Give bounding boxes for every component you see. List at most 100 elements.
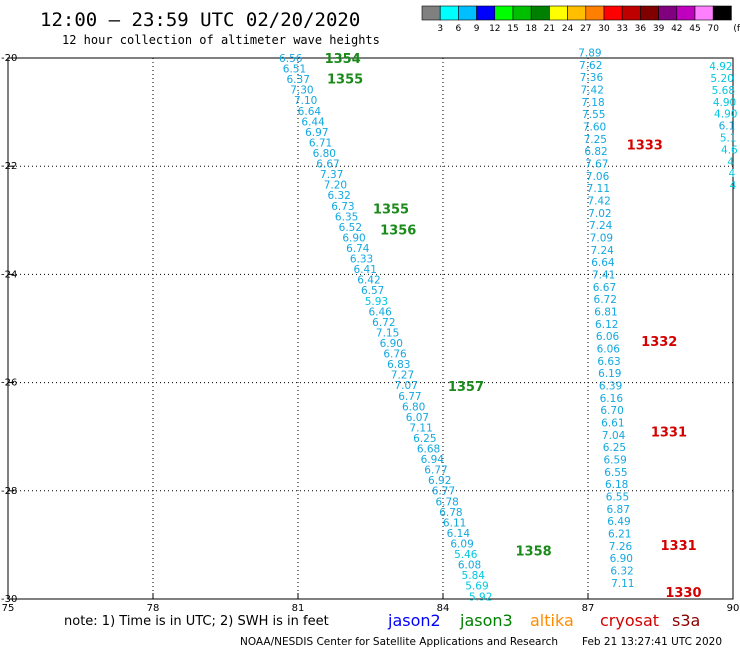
- wave-height-value: 6.92: [428, 475, 451, 487]
- wave-height-value: 7.67: [585, 159, 608, 171]
- color-scale-label: 9: [474, 24, 480, 34]
- wave-height-value: 7.15: [376, 327, 399, 339]
- x-tick-label: 78: [147, 603, 160, 614]
- wave-height-value: 6.56: [279, 53, 303, 65]
- wave-height-value: 4: [727, 156, 734, 168]
- y-tick-label: -26: [1, 378, 17, 389]
- wave-height-value: 6.81: [594, 307, 617, 319]
- wave-height-value: 6.82: [584, 146, 607, 158]
- pass-label: 1355: [373, 202, 409, 217]
- wave-height-value: 7.09: [590, 233, 613, 245]
- wave-height-value: 6.77: [424, 465, 447, 477]
- wave-height-value: 6.37: [287, 74, 310, 86]
- wave-height-value: 6.74: [346, 243, 370, 255]
- chart-subtitle: 12 hour collection of altimeter wave hei…: [62, 33, 380, 47]
- wave-height-value: 6.44: [301, 116, 325, 128]
- y-tick-label: -20: [1, 53, 17, 64]
- color-scale-label: 21: [544, 24, 555, 34]
- wave-height-value: 5.93: [365, 296, 388, 308]
- wave-height-value: 4.90: [714, 109, 737, 121]
- footer-credit: NOAA/NESDIS Center for Satellite Applica…: [240, 636, 558, 648]
- wave-height-value: 6.25: [603, 442, 626, 454]
- wave-height-value: 6.72: [594, 294, 617, 306]
- wave-height-value: 6.94: [421, 454, 445, 466]
- wave-height-value: 7.55: [582, 109, 605, 121]
- wave-height-value: 6.25: [413, 433, 436, 445]
- wave-height-value: 7.11: [587, 183, 610, 195]
- color-scale-label: 15: [507, 24, 518, 34]
- color-scale-label: 39: [653, 24, 665, 34]
- wave-height-value: 7.62: [579, 60, 602, 72]
- plot-frame: [7, 57, 734, 600]
- wave-height-value: 6.97: [305, 127, 328, 139]
- x-tick-label: 87: [582, 603, 595, 614]
- color-scale-label: 42: [671, 24, 682, 34]
- wave-height-value: 6.19: [598, 368, 621, 380]
- wave-height-value: 7.04: [602, 430, 626, 442]
- wave-height-values: 6.566.516.377.307.106.646.446.976.716.80…: [279, 48, 738, 604]
- wave-height-value: 6.46: [368, 306, 392, 318]
- wave-height-value: 4: [730, 180, 737, 192]
- wave-height-value: 7.89: [578, 48, 601, 60]
- color-swatch: [549, 5, 568, 21]
- wave-height-value: 6.18: [605, 479, 628, 491]
- wave-height-value: 6.67: [593, 282, 616, 294]
- wave-height-value: 6.64: [591, 257, 615, 269]
- color-swatch: [494, 5, 514, 21]
- wave-height-value: 6.35: [335, 211, 358, 223]
- wave-height-value: 6.51: [283, 64, 306, 76]
- wave-height-value: 6.80: [402, 401, 425, 413]
- legend-altika: altika: [530, 611, 574, 630]
- wave-height-value: 7.30: [290, 85, 313, 97]
- footer-timestamp: Feb 21 13:27:41 UTC 2020: [582, 636, 722, 648]
- color-scale-label: 24: [562, 24, 574, 34]
- wave-height-value: 5.46: [454, 549, 478, 561]
- wave-height-value: 5.1: [720, 133, 737, 145]
- wave-height-value: 7.02: [588, 208, 611, 220]
- x-tick-label: 84: [437, 603, 450, 614]
- wave-height-value: 6.16: [600, 393, 624, 405]
- y-tick-label: -28: [1, 486, 17, 497]
- color-swatch: [567, 5, 587, 21]
- wave-height-value: 6.59: [603, 454, 626, 466]
- x-tick-label: 90: [727, 603, 740, 614]
- wave-height-value: 7.24: [589, 220, 613, 232]
- color-scale-label: 36: [635, 24, 647, 34]
- wave-height-value: 7.36: [580, 72, 604, 84]
- color-scale-label: 18: [525, 24, 537, 34]
- wave-height-value: 6.80: [313, 148, 336, 160]
- wave-height-value: 6.73: [331, 201, 354, 213]
- wave-height-value: 6.1: [719, 121, 736, 133]
- pass-label: 1333: [627, 139, 663, 154]
- wave-height-value: 6.70: [600, 405, 623, 417]
- color-swatch: [621, 5, 641, 21]
- wave-height-value: 5.84: [462, 570, 486, 582]
- wave-height-value: 5.69: [465, 581, 488, 593]
- wave-height-value: 4.90: [713, 97, 736, 109]
- wave-height-value: 7.60: [583, 122, 606, 134]
- wave-height-value: 4.6: [721, 144, 738, 156]
- wave-height-value: 6.32: [327, 190, 350, 202]
- wave-height-value: 6.57: [361, 285, 384, 297]
- pass-label: 1356: [380, 223, 416, 238]
- wave-height-value: 4.92: [709, 61, 732, 73]
- color-swatch: [658, 5, 678, 21]
- color-swatch: [694, 5, 714, 21]
- color-scale-label: 12: [489, 24, 500, 34]
- color-swatch: [530, 5, 550, 21]
- wave-height-value: 6.90: [610, 553, 633, 565]
- color-swatch: [512, 5, 532, 21]
- wave-height-value: 7.26: [609, 541, 633, 553]
- legend-s3a: s3a: [672, 611, 700, 630]
- wave-height-value: 6.39: [599, 380, 622, 392]
- color-swatch: [439, 5, 459, 21]
- legend-jason2: jason2: [387, 611, 441, 630]
- color-scale-label: 33: [616, 24, 627, 34]
- wave-height-value: 6.83: [387, 359, 410, 371]
- pass-label: 1332: [641, 335, 677, 350]
- color-swatch: [676, 5, 696, 21]
- wave-height-value: 6.55: [606, 491, 629, 503]
- wave-height-value: 6.33: [350, 254, 373, 266]
- wave-height-value: 7.25: [584, 134, 607, 146]
